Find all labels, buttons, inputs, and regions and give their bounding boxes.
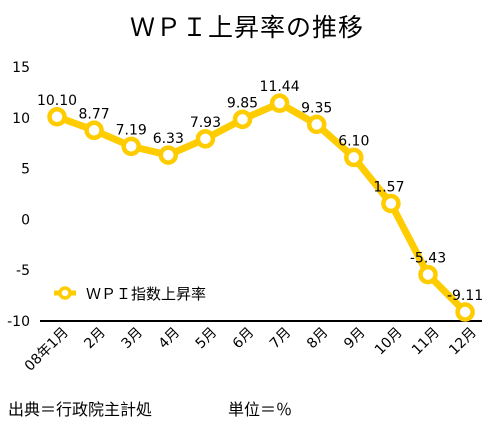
y-axis: 15 10 5 0 -5 -10: [7, 60, 30, 330]
y-tick-label: 5: [21, 162, 30, 178]
y-tick-label: -10: [7, 314, 30, 330]
x-tick-label: 9月: [341, 325, 369, 353]
data-point: [306, 114, 327, 135]
y-tick-label: 15: [12, 60, 30, 76]
data-label: -9.11: [447, 288, 483, 304]
x-tick-label: 3月: [119, 325, 147, 353]
data-point: [84, 120, 104, 141]
data-point: [232, 109, 253, 130]
unit-note: 単位＝％: [228, 400, 293, 419]
data-point: [455, 302, 475, 322]
y-tick-label: -5: [16, 263, 30, 279]
data-point: [195, 129, 216, 149]
data-label: 9.85: [227, 95, 258, 111]
x-tick-label: 08年1月: [22, 325, 72, 375]
data-point: [158, 145, 179, 165]
x-tick-label: 7月: [267, 325, 295, 353]
data-label: 1.57: [373, 179, 404, 195]
legend: ＷＰＩ指数上昇率: [54, 285, 206, 303]
chart-title: ＷＰＩ上昇率の推移: [129, 13, 364, 42]
data-label: 10.10: [37, 93, 77, 109]
x-tick-label: 4月: [156, 325, 184, 353]
data-point: [269, 93, 290, 113]
data-label: 9.35: [301, 100, 332, 116]
data-point: [47, 107, 67, 127]
x-tick-label: 2月: [81, 325, 109, 353]
legend-marker: [58, 286, 72, 300]
x-tick-label: 11月: [409, 325, 443, 359]
data-label: 11.44: [260, 79, 300, 95]
x-tick-label: 6月: [230, 325, 258, 353]
source-note: 出典＝行政院主計処: [8, 400, 153, 419]
data-label: 7.93: [190, 115, 221, 131]
x-tick-label: 12月: [446, 325, 480, 359]
x-tick-label: 10月: [372, 325, 406, 359]
x-tick-label: 8月: [304, 325, 332, 353]
data-label: 6.10: [338, 133, 369, 149]
data-point: [344, 147, 364, 168]
x-tick-label: 5月: [193, 325, 221, 353]
y-tick-label: 0: [21, 212, 30, 228]
data-point: [418, 264, 438, 285]
legend-label: ＷＰＩ指数上昇率: [86, 285, 206, 303]
data-label: 8.77: [79, 106, 110, 122]
data-point: [121, 136, 141, 157]
y-tick-label: 10: [12, 111, 30, 127]
data-point: [381, 193, 401, 214]
data-label: 7.19: [116, 122, 147, 138]
data-label: 6.33: [153, 131, 184, 147]
data-label: -5.43: [410, 251, 446, 267]
x-axis: 08年1月 2月 3月 4月 5月 6月 7月 8月 9月 10月 11月 12月: [22, 320, 482, 375]
